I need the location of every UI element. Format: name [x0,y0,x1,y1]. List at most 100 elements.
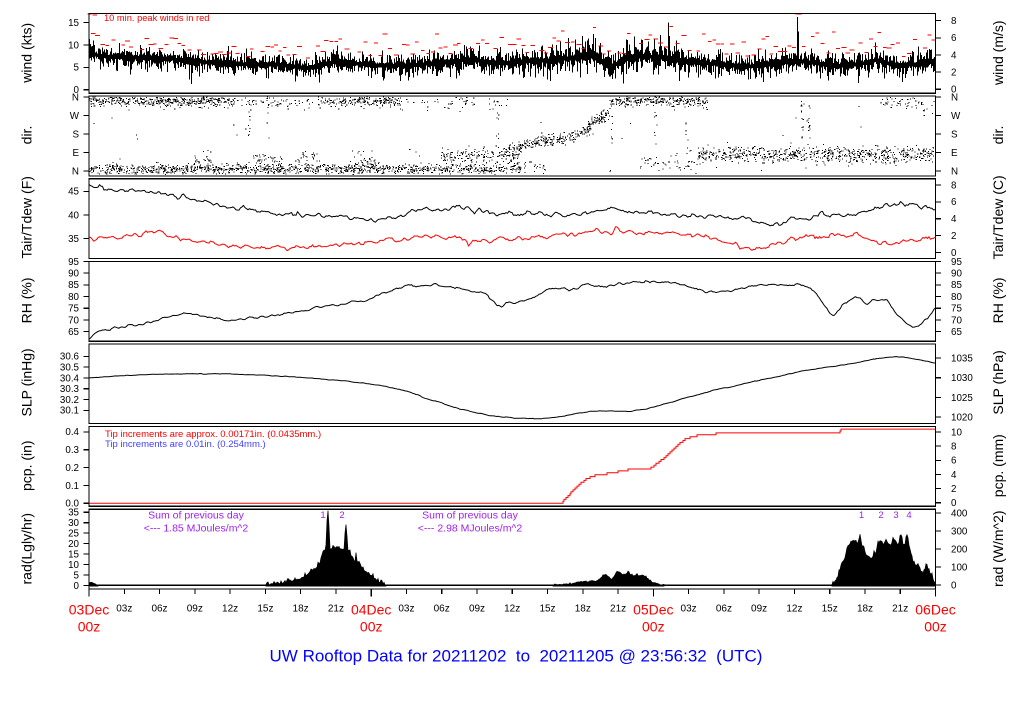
svg-text:E: E [72,148,79,159]
svg-text:Tair/Tdew (F): Tair/Tdew (F) [19,176,35,258]
svg-text:W: W [70,111,80,122]
svg-text:75: 75 [951,304,962,315]
svg-text:35: 35 [68,234,79,245]
svg-text:85: 85 [951,280,962,291]
svg-text:0: 0 [951,498,957,509]
svg-text:1030: 1030 [951,373,973,384]
svg-text:rad (W/m^2): rad (W/m^2) [990,510,1006,587]
svg-text:W: W [951,111,961,122]
svg-text:0.3: 0.3 [65,445,79,456]
svg-text:dir.: dir. [19,126,35,145]
svg-text:3: 3 [893,510,898,521]
svg-text:dir.: dir. [990,126,1006,145]
svg-text:30.5: 30.5 [60,363,80,374]
svg-text:03z: 03z [116,604,132,615]
svg-text:0.0: 0.0 [65,499,79,510]
svg-text:45: 45 [68,187,79,198]
svg-text:RH (%): RH (%) [19,277,35,323]
svg-text:400: 400 [951,509,968,520]
svg-text:00z: 00z [642,619,665,635]
svg-text:pcp. (in): pcp. (in) [19,440,35,491]
svg-text:Sum of previous day: Sum of previous day [148,509,244,521]
svg-text:65: 65 [68,327,79,338]
svg-text:80: 80 [68,292,79,303]
svg-text:0: 0 [951,581,957,592]
svg-text:8: 8 [951,442,957,453]
svg-text:15: 15 [68,549,79,560]
svg-text:21z: 21z [328,604,344,615]
svg-text:4: 4 [951,214,957,225]
svg-text:N: N [951,166,958,177]
svg-text:35: 35 [68,508,79,519]
svg-text:N: N [72,166,79,177]
svg-text:95: 95 [951,257,962,268]
svg-text:30.3: 30.3 [60,384,80,395]
svg-text:Tip increments are approx. 0.0: Tip increments are approx. 0.00171in. (0… [105,429,321,440]
svg-text:1020: 1020 [951,413,973,424]
svg-text:6: 6 [951,33,957,44]
svg-text:0: 0 [951,248,957,259]
svg-text:<--- 2.98 MJoules/m^2: <--- 2.98 MJoules/m^2 [418,522,523,534]
svg-text:75: 75 [68,304,79,315]
svg-text:1025: 1025 [951,393,973,404]
svg-text:Tair/Tdew (C): Tair/Tdew (C) [990,175,1006,259]
svg-text:00z: 00z [78,619,101,635]
svg-text:03z: 03z [398,604,414,615]
svg-text:2: 2 [951,484,956,495]
svg-text:80: 80 [951,292,962,303]
svg-text:21z: 21z [610,604,626,615]
svg-text:wind (m/s): wind (m/s) [990,20,1006,86]
svg-text:2: 2 [951,231,956,242]
svg-text:85: 85 [68,280,79,291]
svg-text:300: 300 [951,527,968,538]
svg-text:70: 70 [951,315,962,326]
svg-text:06z: 06z [151,604,167,615]
svg-text:40: 40 [68,210,79,221]
svg-text:10: 10 [68,40,79,51]
svg-text:06Dec: 06Dec [915,602,955,618]
svg-text:pcp. (mm): pcp. (mm) [990,434,1006,497]
svg-text:1: 1 [320,510,325,521]
svg-text:0.2: 0.2 [65,463,79,474]
svg-text:12z: 12z [504,604,520,615]
svg-text:8: 8 [951,16,957,27]
svg-text:70: 70 [68,315,79,326]
svg-text:95: 95 [68,257,79,268]
svg-text:SLP (hPa): SLP (hPa) [990,350,1006,414]
svg-text:100: 100 [951,563,968,574]
svg-text:Tip increments are 0.01in. (0.: Tip increments are 0.01in. (0.254mm.) [105,439,266,450]
svg-text:2: 2 [951,68,956,79]
svg-text:1035: 1035 [951,353,973,364]
svg-text:S: S [951,129,958,140]
svg-text:30.2: 30.2 [60,395,79,406]
svg-text:04Dec: 04Dec [351,602,391,618]
svg-text:UW Rooftop Data for 20211202: UW Rooftop Data for 20211202 to 20211205… [270,647,763,666]
svg-text:Sum of previous day: Sum of previous day [422,509,518,521]
svg-text:1: 1 [859,510,864,521]
svg-text:15z: 15z [257,604,273,615]
svg-text:20: 20 [68,539,79,550]
svg-text:21z: 21z [892,604,908,615]
svg-text:2: 2 [339,510,344,521]
svg-text:RH (%): RH (%) [990,277,1006,323]
svg-text:0: 0 [74,581,80,592]
svg-text:5: 5 [74,63,80,74]
svg-text:6: 6 [951,197,957,208]
svg-text:N: N [951,92,958,103]
svg-text:0: 0 [74,85,80,96]
svg-text:0.1: 0.1 [65,481,79,492]
svg-text:03Dec: 03Dec [69,602,109,618]
svg-text:10: 10 [68,560,79,571]
svg-text:15z: 15z [822,604,838,615]
svg-text:rad(Lgly/hr): rad(Lgly/hr) [19,513,35,585]
svg-text:30.6: 30.6 [60,352,80,363]
svg-text:30.4: 30.4 [60,373,80,384]
svg-text:12z: 12z [786,604,802,615]
svg-text:06z: 06z [434,604,450,615]
svg-text:30: 30 [68,518,79,529]
svg-text:09z: 09z [187,604,203,615]
svg-text:4: 4 [951,470,957,481]
svg-text:2: 2 [878,510,883,521]
svg-text:0: 0 [951,85,957,96]
svg-text:30.1: 30.1 [60,406,79,417]
